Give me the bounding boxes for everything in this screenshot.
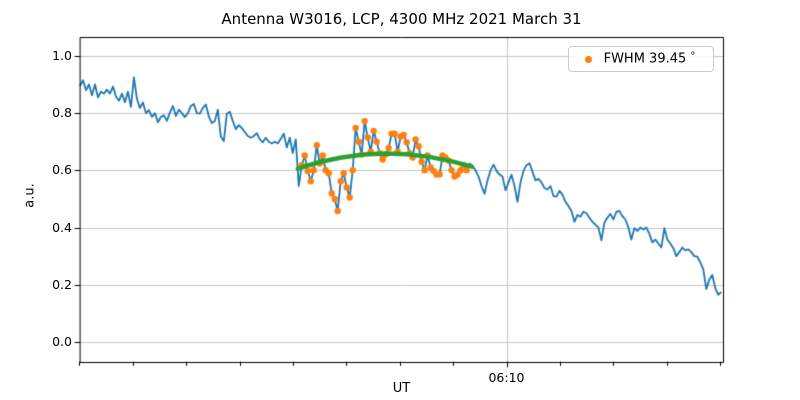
legend: FWHM 39.45 °	[568, 46, 714, 72]
y-tick-label: 0.8	[52, 105, 72, 121]
y-axis-label: a.u.	[22, 183, 38, 208]
degree-symbol: °	[690, 51, 696, 63]
y-tick-label: 0.0	[52, 333, 72, 349]
y-tick-label: 1.0	[52, 47, 72, 63]
y-tick-label: 0.2	[52, 276, 72, 292]
legend-marker-dot-icon	[585, 55, 592, 63]
legend-label: FWHM 39.45 °	[603, 51, 696, 67]
x-axis-label: UT	[392, 381, 411, 396]
x-tick-label: 06:10	[488, 370, 525, 385]
y-tick-label: 0.4	[52, 219, 72, 235]
y-tick-label: 0.6	[52, 162, 72, 178]
